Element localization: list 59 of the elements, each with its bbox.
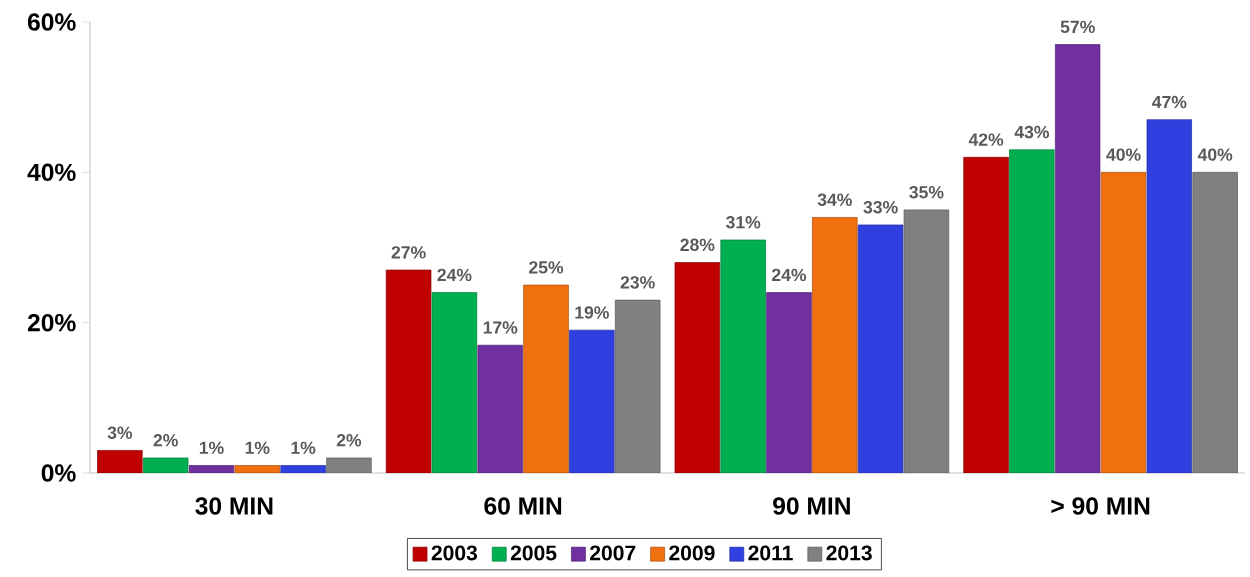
data-label: 2% <box>153 434 178 447</box>
bar <box>431 292 478 473</box>
legend-label: 2009 <box>669 545 715 561</box>
data-label: 47% <box>1152 95 1187 109</box>
data-label: 42% <box>968 133 1004 146</box>
data-label: 40% <box>1106 148 1141 161</box>
data-label: 27% <box>391 246 426 259</box>
data-label: 35% <box>909 185 944 199</box>
data-label: 23% <box>620 276 655 289</box>
data-label: 33% <box>863 201 898 214</box>
bar <box>857 224 904 473</box>
legend-label: 2003 <box>431 545 478 561</box>
bar <box>903 209 950 473</box>
bar <box>720 239 766 473</box>
data-label: 19% <box>575 306 609 319</box>
bar <box>1009 149 1055 473</box>
bar <box>766 292 812 473</box>
bar <box>674 262 721 473</box>
bar <box>142 457 189 473</box>
x-tick-label: 90 MIN <box>773 497 850 515</box>
bar <box>812 217 858 473</box>
legend-label: 2011 <box>748 545 793 561</box>
x-tick-label: 30 MIN <box>195 497 273 515</box>
y-tick-label: 60% <box>27 13 76 31</box>
bar <box>1055 44 1101 473</box>
data-label: 31% <box>726 216 761 229</box>
x-tick-label: 60 MIN <box>484 497 562 515</box>
bar <box>97 450 143 473</box>
bar <box>614 299 661 473</box>
data-label: 1% <box>199 441 224 454</box>
bar <box>963 156 1009 473</box>
data-label: 17% <box>483 321 518 334</box>
legend-label: 2005 <box>510 545 557 561</box>
legend-label: 2007 <box>590 545 636 561</box>
data-label: 24% <box>437 268 472 282</box>
bar <box>385 269 432 473</box>
data-label: 1% <box>291 441 316 454</box>
bar <box>1146 119 1193 473</box>
y-tick-label: 0% <box>41 464 76 482</box>
y-tick-label: 20% <box>27 313 76 332</box>
data-label: 28% <box>680 238 715 252</box>
data-label: 3% <box>107 426 133 439</box>
data-label: 1% <box>245 441 270 454</box>
bar <box>477 344 523 473</box>
data-label: 25% <box>529 261 564 274</box>
data-label: 40% <box>1197 148 1233 161</box>
data-label: 2% <box>336 434 362 447</box>
x-tick-label: > 90 MIN <box>1051 497 1150 515</box>
data-label: 24% <box>772 268 807 282</box>
legend-label: 2013 <box>826 545 872 561</box>
bar <box>523 284 569 473</box>
data-label: 43% <box>1014 125 1050 139</box>
data-label: 57% <box>1060 20 1095 34</box>
bar <box>569 329 615 473</box>
bar <box>1192 171 1238 473</box>
data-label: 34% <box>817 193 852 206</box>
bar <box>188 465 235 473</box>
y-tick-label: 40% <box>27 163 76 182</box>
bar <box>1100 171 1147 473</box>
